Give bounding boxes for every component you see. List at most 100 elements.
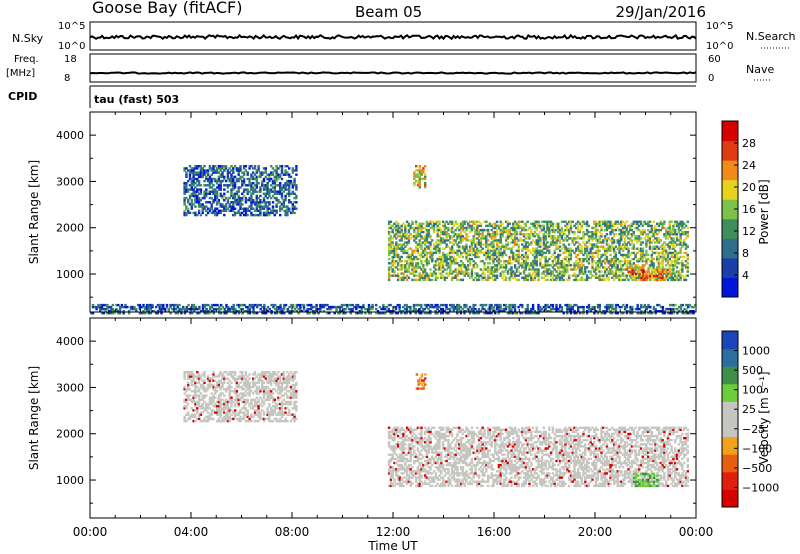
scatter-cell: [395, 249, 398, 252]
scatter-cell: [250, 188, 253, 191]
scatter-cell: [582, 272, 585, 275]
scatter-cell: [549, 274, 553, 277]
scatter-cell: [288, 182, 291, 185]
scatter-cell: [217, 167, 221, 170]
scatter-cell: [576, 253, 580, 257]
scatter-cell: [526, 241, 529, 244]
scatter-cell: [250, 305, 253, 309]
scatter-cell: [557, 266, 560, 269]
scatter-cell: [499, 235, 502, 238]
scatter-cell: [454, 257, 457, 261]
scatter-cell: [252, 305, 255, 309]
scatter-cell: [645, 257, 648, 261]
scatter-cell: [210, 305, 214, 309]
scatter-cell: [521, 264, 524, 267]
scatter-cell: [661, 253, 664, 257]
scatter-cell: [208, 415, 212, 418]
scatter-cell: [645, 276, 649, 280]
scatter-cell: [474, 228, 477, 232]
scatter-cell: [681, 260, 684, 263]
scatter-cell: [490, 235, 493, 238]
scatter-cell: [286, 207, 289, 210]
scatter-cell: [293, 179, 296, 183]
scatter-cell: [612, 241, 616, 244]
scatter-cell: [672, 233, 675, 236]
scatter-cell: [540, 224, 544, 228]
scatter-cell: [557, 239, 560, 242]
scatter-cell: [640, 278, 643, 282]
scatter-cell: [486, 270, 490, 273]
scatter-cell: [614, 233, 618, 236]
scatter-cell: [413, 177, 416, 181]
scatter-cell: [228, 177, 231, 181]
scatter-cell: [533, 247, 537, 250]
scatter-cell: [672, 270, 675, 273]
scatter-cell: [497, 226, 501, 230]
scatter-cell: [418, 167, 421, 170]
scatter-cell: [429, 245, 432, 248]
scatter-cell: [387, 270, 391, 273]
scatter-cell: [470, 270, 474, 273]
scatter-cell: [108, 310, 111, 313]
scatter-cell: [657, 237, 661, 240]
scatter-cell: [255, 209, 258, 212]
scatter-cell: [395, 245, 398, 248]
scatter-cell: [618, 268, 621, 271]
scatter-cell: [355, 305, 358, 309]
scatter-cell: [263, 305, 266, 309]
scatter-cell: [614, 312, 618, 315]
scatter-cell: [465, 243, 468, 246]
scatter-cell: [571, 274, 574, 277]
scatter-cell: [279, 205, 282, 208]
scatter-cell: [503, 260, 506, 263]
scatter-cell: [553, 274, 556, 277]
scatter-cell: [248, 184, 251, 187]
scatter-cell: [295, 165, 298, 168]
scatter-cell: [611, 243, 614, 246]
scatter-cell: [284, 199, 287, 202]
scatter-cell: [665, 276, 668, 280]
scatter-cell: [452, 303, 455, 307]
scatter-cell: [248, 312, 252, 315]
scatter-cell: [548, 222, 551, 225]
scatter-cell: [271, 201, 275, 204]
scatter-cell: [262, 199, 266, 202]
scatter-cell: [452, 233, 456, 236]
scatter-cell: [494, 312, 497, 315]
scatter-cell: [262, 207, 266, 210]
scatter-cell: [490, 307, 493, 311]
scatter-cell: [97, 303, 100, 307]
scatter-cell: [192, 203, 195, 206]
scatter-cell: [623, 278, 627, 282]
scatter-cell: [219, 203, 222, 206]
scatter-cell: [396, 268, 400, 271]
scatter-cell: [614, 274, 618, 277]
scatter-cell: [535, 253, 538, 257]
scatter-cell: [479, 228, 483, 232]
scatter-cell: [647, 220, 650, 223]
scatter-cell: [647, 239, 650, 242]
scatter-cell: [589, 230, 592, 234]
scatter-cell: [612, 264, 616, 267]
scatter-cell: [643, 260, 646, 263]
scatter-cell: [440, 228, 443, 232]
scatter-cell: [630, 264, 634, 267]
scatter-cell: [449, 255, 452, 259]
scatter-cell: [485, 241, 488, 244]
scatter-cell: [591, 233, 594, 236]
scatter-cell: [228, 171, 231, 174]
scatter-cell: [239, 175, 242, 179]
scatter-cell: [199, 203, 203, 206]
scatter-cell: [558, 305, 562, 309]
scatter-cell: [594, 226, 598, 230]
scatter-cell: [456, 307, 459, 311]
scatter-cell: [203, 385, 206, 389]
scatter-cell: [589, 251, 592, 255]
scatter-cell: [183, 373, 186, 376]
scatter-cell: [255, 177, 258, 181]
scatter-cell: [569, 255, 573, 259]
scatter-cell: [501, 310, 504, 313]
scatter-cell: [264, 186, 267, 189]
scatter-cell: [355, 307, 358, 311]
scatter-cell: [391, 270, 394, 273]
